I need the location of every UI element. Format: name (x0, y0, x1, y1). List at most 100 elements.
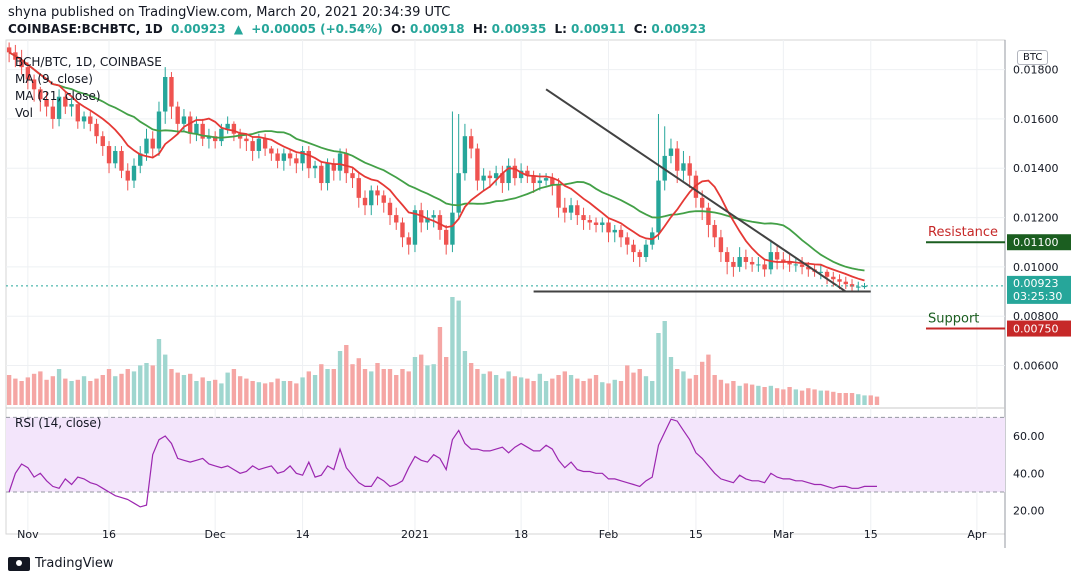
time-tick-label: Nov (17, 528, 39, 541)
candle-body (612, 229, 617, 233)
candle-body (487, 175, 493, 179)
time-tick-label: Feb (599, 528, 618, 541)
candle-body (375, 190, 380, 196)
volume-bar (650, 381, 655, 405)
candle-body (831, 276, 836, 280)
candle-body (25, 67, 31, 80)
volume-bar (706, 354, 711, 405)
volume-bar (406, 371, 411, 405)
volume-bar (525, 378, 530, 405)
volume-bar (256, 382, 262, 405)
volume-bar (637, 369, 642, 405)
support-tag (1007, 320, 1071, 337)
volume-bar (593, 375, 599, 405)
volume-bar (381, 369, 386, 405)
price-change: +0.00005 (+0.54%) (251, 22, 383, 36)
volume-bar (712, 375, 717, 405)
volume-bar (662, 321, 667, 405)
descending-trendline (545, 88, 847, 293)
volume-bar (831, 391, 836, 405)
volume-bar (375, 363, 380, 405)
volume-bar (612, 379, 617, 405)
candle-body (356, 178, 361, 198)
volume-bar (749, 384, 755, 405)
candle-body (231, 123, 237, 134)
price-tick-label: 0.00800 (1013, 310, 1059, 323)
rsi-tick-label: 60.00 (1013, 430, 1045, 443)
candle-body (44, 99, 49, 107)
candle-body (618, 229, 624, 238)
candle-body (675, 148, 680, 171)
candle-body (687, 163, 692, 176)
volume-bar (206, 381, 212, 405)
time-tick-label: Dec (205, 528, 226, 541)
volume-bar (31, 373, 37, 405)
candle-body (593, 222, 599, 225)
volume-bar (799, 390, 805, 405)
volume-bar (13, 378, 18, 405)
candle-body (762, 264, 767, 270)
candle-body (350, 173, 355, 179)
volume-bar (543, 381, 549, 405)
volume-bar (19, 381, 24, 405)
candle-body (799, 264, 805, 267)
volume-bar (188, 373, 193, 405)
volume-bar (69, 381, 74, 405)
volume-bar (75, 379, 80, 405)
volume-bar (874, 396, 880, 405)
volume-bar (6, 375, 12, 405)
candle-body (843, 281, 848, 285)
volume-bar (312, 375, 318, 405)
volume-bar (431, 364, 436, 405)
countdown-label: 03:25:30 (1013, 290, 1062, 303)
candle-body (50, 106, 56, 119)
volume-bar (169, 369, 174, 405)
last-price-tag (1007, 275, 1071, 304)
volume-bar (537, 373, 543, 405)
volume-bar (300, 377, 305, 405)
candle-body (581, 215, 586, 221)
volume-bar (656, 333, 661, 405)
time-tick-label: Mar (773, 528, 794, 541)
candle-body (425, 217, 430, 223)
support-value: 0.00750 (1013, 323, 1059, 336)
open-label: O: (390, 22, 406, 36)
volume-bar (743, 383, 749, 405)
volume-bar (450, 297, 455, 405)
candle-body (400, 222, 405, 238)
volume-bar (587, 378, 592, 405)
candle-body (312, 165, 318, 169)
last-price: 0.00923 (170, 22, 226, 36)
candle-body (63, 96, 68, 107)
volume-bar (100, 375, 105, 405)
candle-body (543, 178, 549, 181)
brand-name: TradingView (35, 556, 114, 571)
time-tick-label: Apr (967, 528, 987, 541)
candle-body (306, 150, 312, 169)
volume-bar (462, 351, 468, 405)
volume-bar (737, 385, 742, 405)
support-label: Support (928, 312, 979, 327)
volume-bar (681, 371, 686, 405)
volume-bar (781, 389, 786, 405)
chart-legend: BCH/BTC, 1D, COINBASE MA (9, close) MA (… (15, 54, 162, 122)
candle-body (6, 47, 12, 53)
time-tick-label: 18 (514, 528, 528, 541)
volume-bar (281, 381, 287, 405)
volume-bar (331, 369, 336, 405)
candle-body (468, 136, 474, 149)
footer-brand: TradingView (8, 556, 114, 571)
volume-bar (350, 364, 355, 405)
currency-badge[interactable]: BTC (1017, 50, 1049, 65)
candle-body (756, 264, 761, 266)
candle-body (706, 207, 711, 225)
volume-bar (518, 377, 524, 405)
candle-body (462, 136, 468, 174)
time-tick-label: 16 (102, 528, 116, 541)
volume-bar (437, 327, 443, 405)
volume-bar (550, 378, 555, 405)
candle-body (856, 286, 861, 288)
price-tick-label: 0.01800 (1013, 64, 1059, 77)
volume-bar (138, 365, 143, 405)
